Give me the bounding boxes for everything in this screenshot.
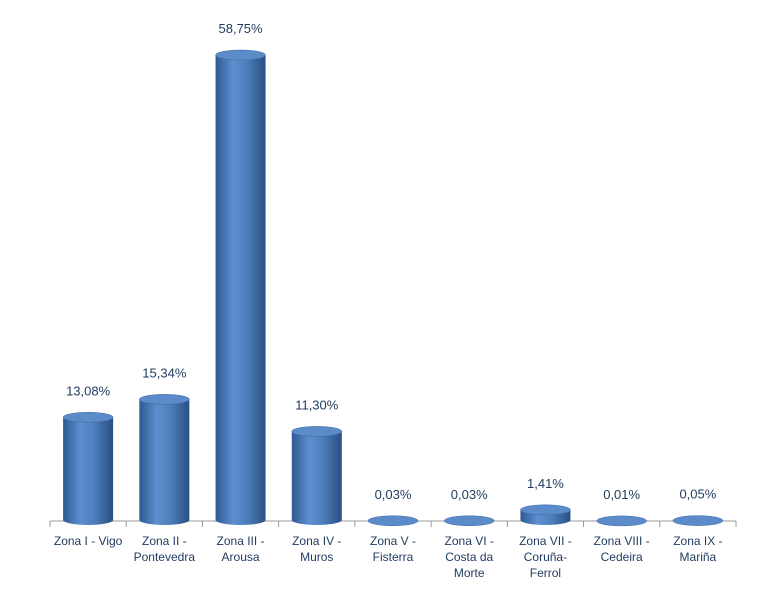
data-label: 1,41% xyxy=(527,476,564,491)
x-tick-label: Zona V - Fisterra xyxy=(369,534,417,564)
bar xyxy=(672,515,724,526)
x-tick-label: Zona III - Arousa xyxy=(216,534,265,564)
data-label: 0,03% xyxy=(451,487,488,502)
bar xyxy=(367,515,419,527)
x-tick-label: Zona VII - Coruña-Ferrol xyxy=(519,534,572,580)
bar xyxy=(443,515,495,527)
x-tick-label: Zona VIII - Cedeira xyxy=(593,534,650,564)
bar xyxy=(520,504,571,525)
bar xyxy=(596,515,647,527)
data-label: 58,75% xyxy=(219,21,264,36)
x-tick-label: Zona VI - Costa da Morte xyxy=(444,534,494,580)
data-label: 13,08% xyxy=(66,383,111,398)
bar xyxy=(215,49,266,525)
x-tick-label: Zona II - Pontevedra xyxy=(133,534,196,564)
bar xyxy=(62,412,114,525)
data-label: 0,05% xyxy=(679,487,716,502)
x-tick-label: Zona IV - Muros xyxy=(292,534,342,564)
data-label: 0,01% xyxy=(603,487,640,502)
bar xyxy=(139,394,190,525)
data-label: 11,30% xyxy=(295,397,339,412)
x-tick-label: Zona I - Vigo xyxy=(53,534,123,548)
data-label: 15,34% xyxy=(142,365,187,380)
data-label: 0,03% xyxy=(375,487,412,502)
bar xyxy=(291,426,343,525)
x-tick-label: Zona IX - Mariña xyxy=(673,534,723,564)
